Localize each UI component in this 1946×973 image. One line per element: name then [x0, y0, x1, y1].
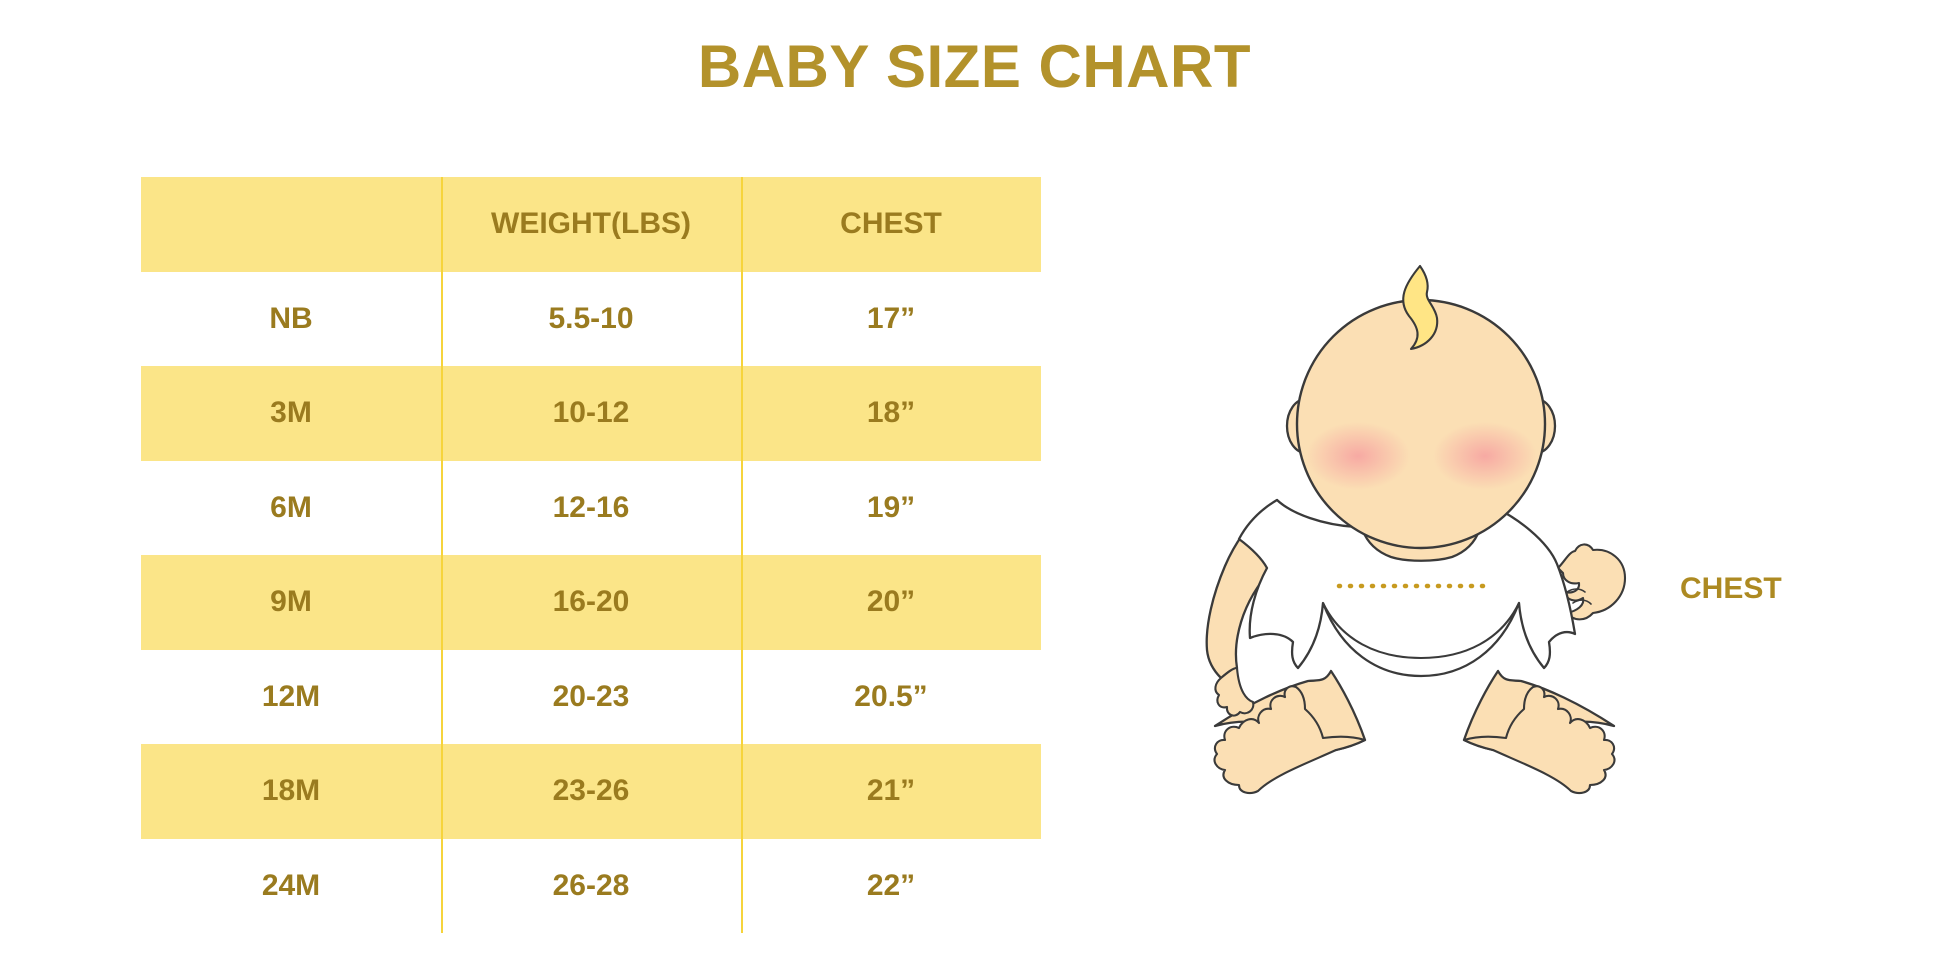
svg-text:CHEST: CHEST [1680, 572, 1782, 605]
